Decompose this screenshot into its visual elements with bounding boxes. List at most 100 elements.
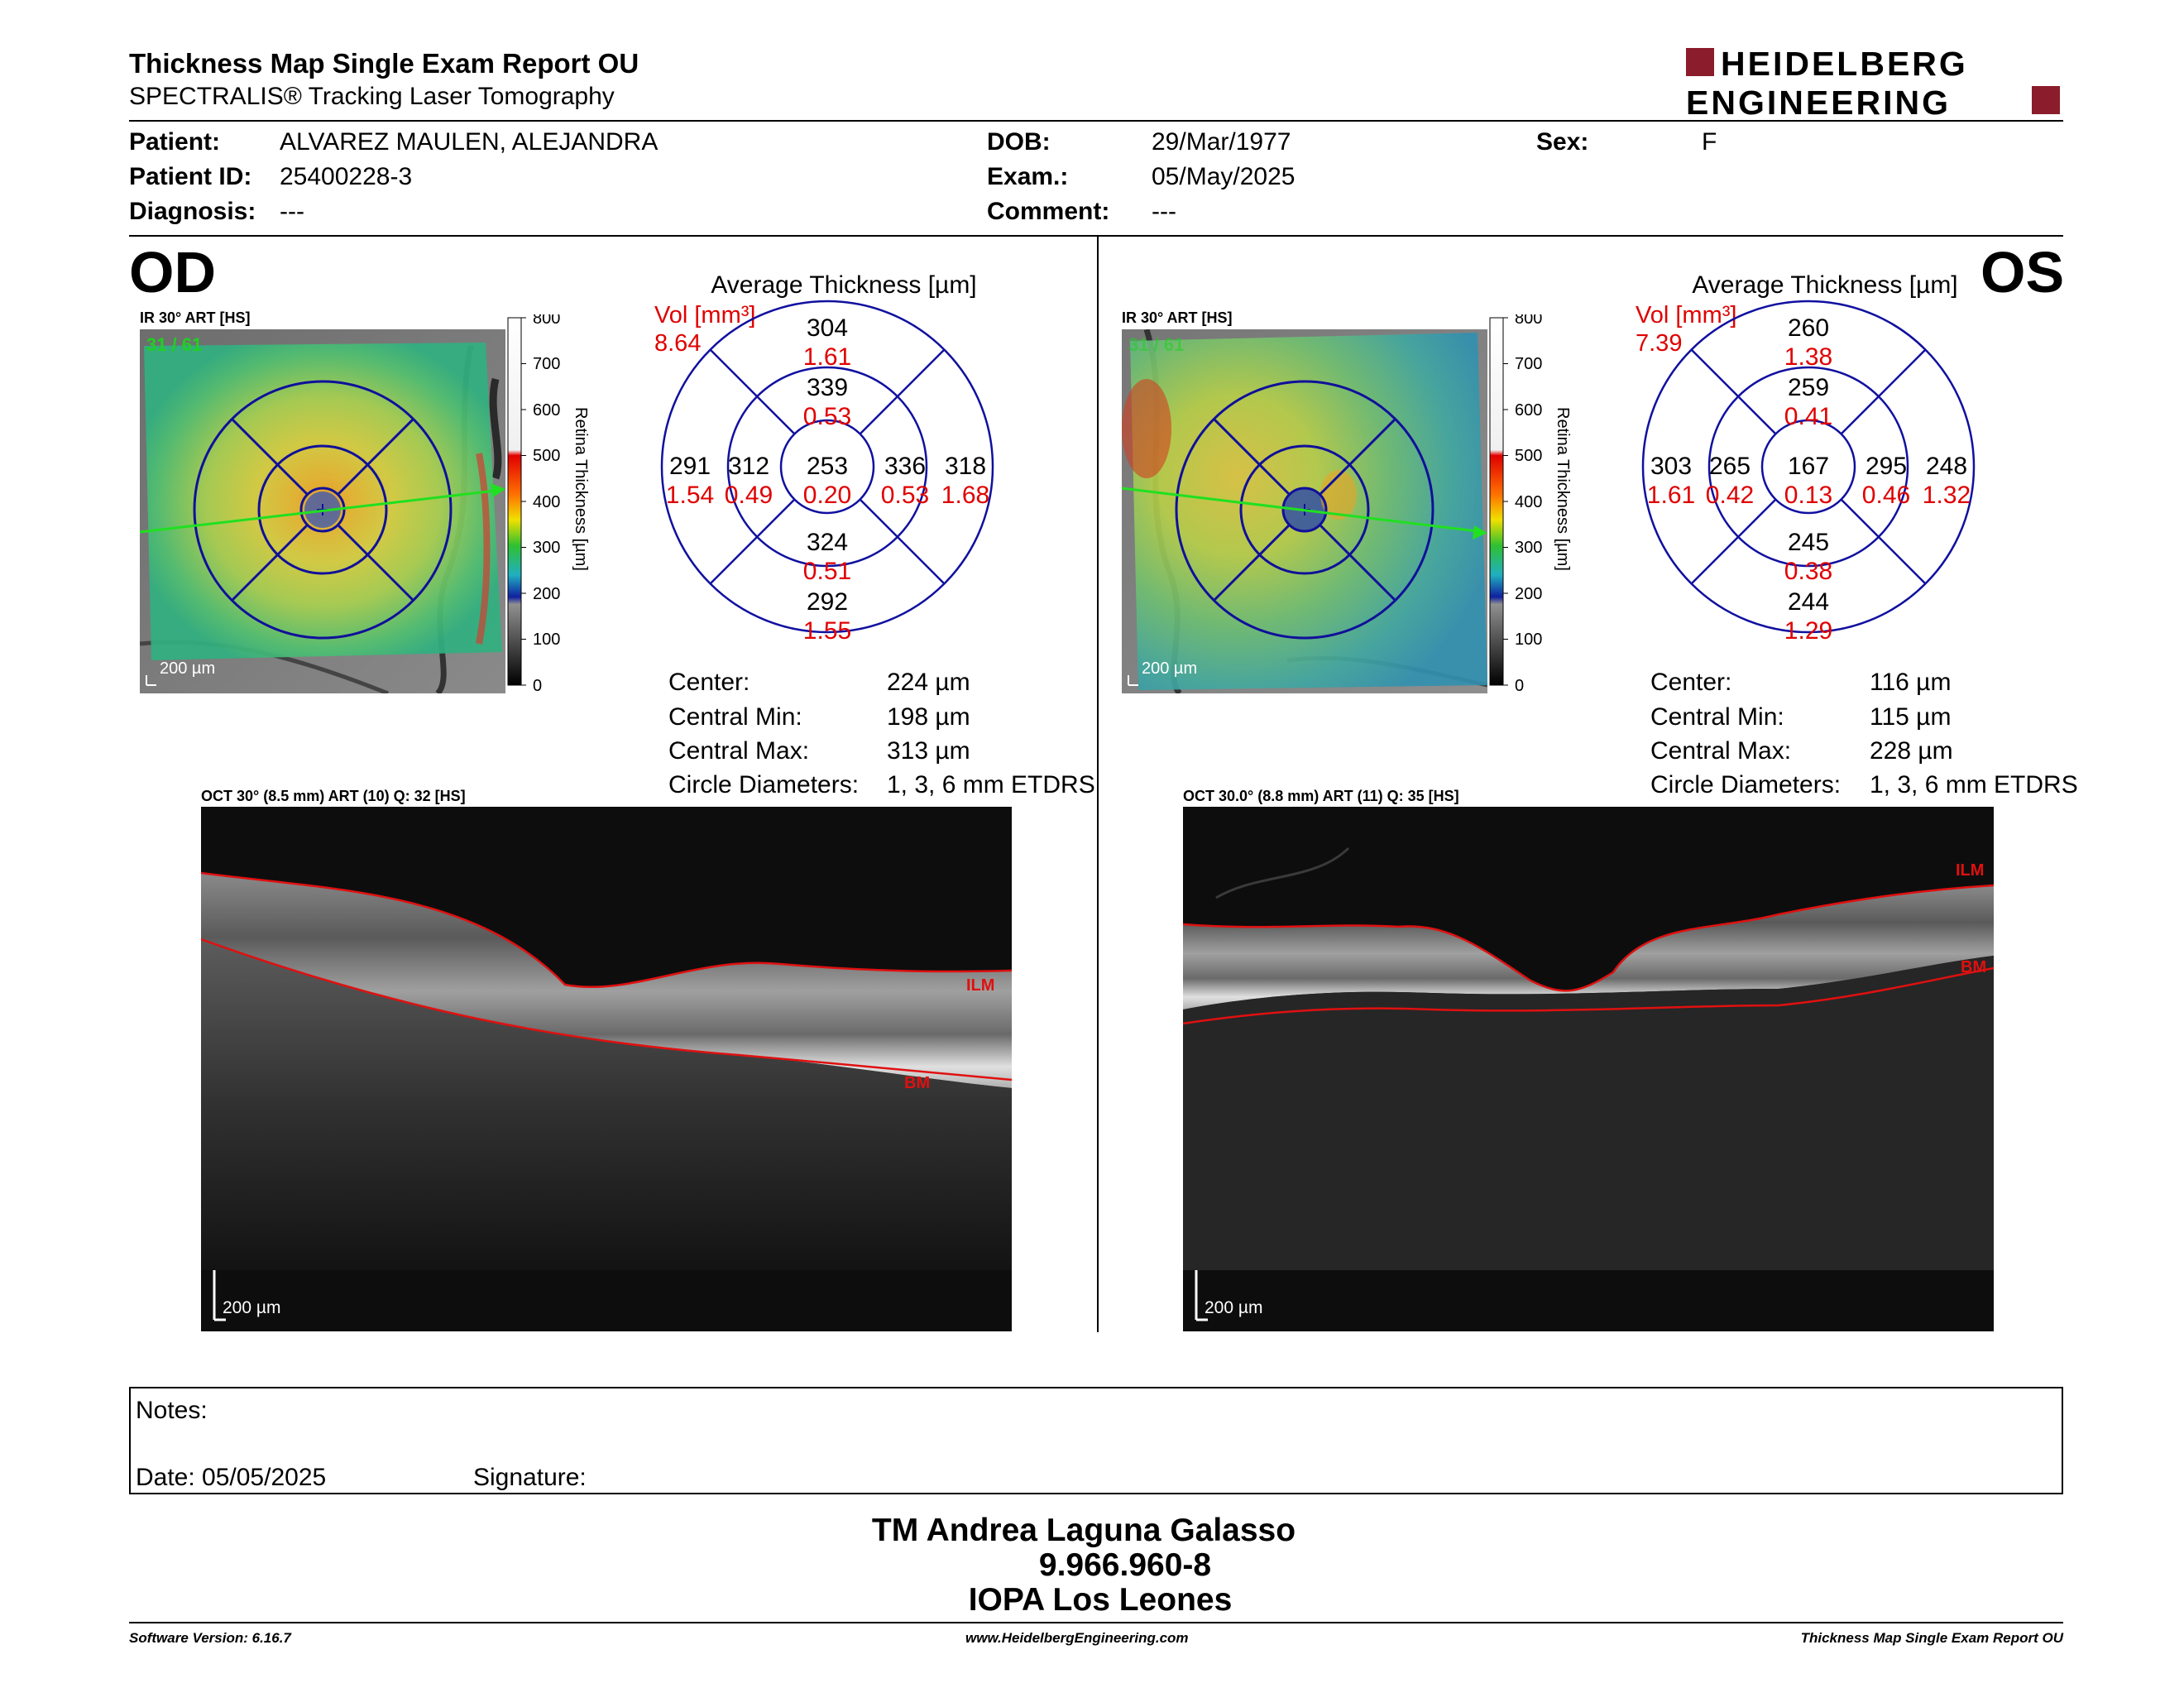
os-inner-right-thickness: 295 [1866,453,1907,480]
od-ir-label: IR 30° ART [HS] [140,309,251,326]
od-fundus-thickness-map: 31 / 61 200 µm [140,329,505,693]
software-version: Software Version: 6.16.7 [129,1630,291,1646]
od-frame-label: 31 / 61 [146,334,202,355]
od-center-thickness: 253 [807,453,848,480]
od-outer-right-volume: 1.68 [941,482,989,509]
notes-date: Date: 05/05/2025 [136,1464,327,1491]
od-inner-inferior-volume: 0.51 [803,558,851,585]
scale-tick: 800 [533,314,560,328]
od-avg-title: Average Thickness [µm] [711,271,976,299]
scale-tick: 0 [533,677,542,695]
od-vol-label: Vol [mm³] [654,302,755,328]
od-center-label: Center: [668,669,750,696]
os-outer-right-thickness: 248 [1926,453,1967,480]
os-frame-label: 31 / 61 [1128,334,1184,355]
os-fundus-thickness-map: 31 / 61 200 µm [1122,329,1487,693]
od-oct-scalebar: 200 µm [223,1298,280,1317]
os-min-label: Central Min: [1650,703,1784,731]
od-outer-superior-volume: 1.61 [803,343,851,371]
os-inner-inferior-thickness: 245 [1788,529,1829,556]
os-outer-left-volume: 1.61 [1647,482,1695,509]
od-inner-left-volume: 0.49 [725,482,773,509]
os-etdrs-grid: Average Thickness [µm] Vol [mm³] 7.39 26… [1626,265,2024,654]
scale-tick: 600 [1515,401,1542,420]
footer-report-name: Thickness Map Single Exam Report OU [1800,1630,2063,1646]
od-bm-label: BM [904,1074,930,1092]
os-oct-scalebar: 200 µm [1205,1298,1262,1317]
od-center-value: 224 µm [887,669,970,696]
os-color-scale: 800 700 600 500 400 300 200 100 0 Retina… [1488,309,1596,695]
scale-tick: 600 [533,401,560,420]
scale-tick: 300 [1515,539,1542,557]
os-outer-inferior-thickness: 244 [1788,588,1829,616]
os-center-value: 116 µm [1870,669,1952,696]
footer-divider [129,1622,2063,1623]
notes-signature-label: Signature: [473,1464,587,1491]
logo-line1: HEIDELBERG [1721,45,1968,83]
scale-tick: 700 [1515,355,1542,373]
od-ilm-label: ILM [966,976,994,995]
header-divider [129,120,2063,122]
od-oct-bscan: ILM BM 200 µm [201,807,1012,1331]
os-outer-right-volume: 1.32 [1923,482,1971,509]
scale-tick: 400 [1515,493,1542,511]
website-link[interactable]: www.HeidelbergEngineering.com [965,1630,1189,1646]
os-bm-label: BM [1961,958,1986,976]
os-diam-value: 1, 3, 6 mm ETDRS [1870,771,2078,798]
dob-label: DOB: [987,128,1051,156]
os-eye-label: OS [1980,240,2065,305]
od-scalebar: 200 µm [160,659,215,678]
od-outer-inferior-thickness: 292 [807,588,848,616]
report-title: Thickness Map Single Exam Report OU [129,48,639,79]
od-inner-inferior-thickness: 324 [807,529,848,556]
os-oct-label: OCT 30.0° (8.8 mm) ART (11) Q: 35 [HS] [1183,788,1459,804]
patient-divider [129,235,2063,237]
od-vol-total: 8.64 [654,330,701,357]
scale-tick: 800 [1515,314,1542,328]
od-diam-label: Circle Diameters: [668,771,860,798]
os-inner-superior-volume: 0.41 [1784,403,1832,430]
os-outer-inferior-volume: 1.29 [1784,617,1832,645]
scale-tick: 200 [1515,585,1542,603]
os-inner-inferior-volume: 0.38 [1784,558,1832,585]
od-outer-left-thickness: 291 [669,453,711,480]
patient-id-label: Patient ID: [129,163,252,190]
os-center-label: Center: [1650,669,1732,696]
notes-label: Notes: [136,1397,208,1424]
os-vol-total: 7.39 [1636,330,1682,357]
notes-box[interactable]: Notes: Date: 05/05/2025 Signature: [129,1387,2063,1494]
od-max-value: 313 µm [887,737,970,765]
os-inner-right-volume: 0.46 [1862,482,1910,509]
scale-tick: 100 [533,631,560,649]
os-diam-label: Circle Diameters: [1650,771,1842,798]
patient-name-label: Patient: [129,128,221,156]
od-diam-value: 1, 3, 6 mm ETDRS [887,771,1095,798]
os-max-label: Central Max: [1650,737,1792,765]
comment-label: Comment: [987,198,1110,225]
os-scalebar: 200 µm [1142,659,1197,678]
diagnosis-value: --- [280,198,304,225]
scale-tick: 0 [1515,677,1524,695]
od-outer-superior-thickness: 304 [807,314,848,342]
od-outer-right-thickness: 318 [945,453,986,480]
exam-label: Exam.: [987,163,1069,190]
os-min-value: 115 µm [1870,703,1952,731]
od-outer-left-volume: 1.54 [666,482,714,509]
signature-id: 9.966.960-8 [1038,1547,1212,1583]
od-inner-left-thickness: 312 [728,453,769,480]
od-max-label: Central Max: [668,737,810,765]
os-inner-superior-thickness: 259 [1788,374,1829,401]
scale-tick: 500 [533,447,560,465]
scale-title: Retina Thickness [µm] [572,407,590,571]
od-etdrs-grid: Average Thickness [µm] Vol [mm³] 8.64 30… [645,265,1042,654]
od-center-volume: 0.20 [803,482,851,509]
report-subtitle: SPECTRALIS® Tracking Laser Tomography [129,83,615,110]
od-min-value: 198 µm [887,703,970,731]
od-eye-label: OD [129,240,216,305]
os-ilm-label: ILM [1956,861,1984,880]
os-vol-label: Vol [mm³] [1636,302,1736,328]
os-ir-label: IR 30° ART [HS] [1122,309,1233,326]
os-inner-left-volume: 0.42 [1706,482,1754,509]
scale-title: Retina Thickness [µm] [1554,407,1572,571]
logo-line2: ENGINEERING [1686,84,1951,119]
